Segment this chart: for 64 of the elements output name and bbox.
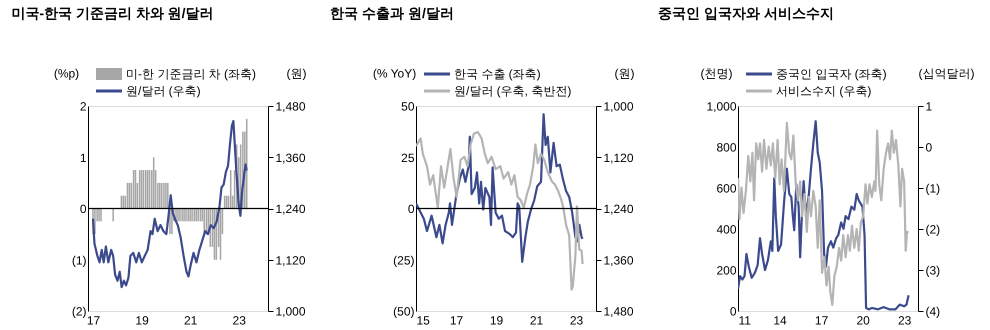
x-tick-label: 21 bbox=[184, 314, 198, 328]
x-tick-label: 17 bbox=[814, 314, 829, 328]
legend-label: 서비스수지 (우축) bbox=[776, 84, 872, 98]
x-tick-label: 14 bbox=[773, 314, 788, 328]
y-tick-label: 0 bbox=[408, 202, 415, 216]
y-tick-label: 25 bbox=[401, 150, 415, 165]
chart-title: 미국-한국 기준금리 차와 원/달러 bbox=[11, 5, 214, 21]
x-tick-label: 15 bbox=[416, 314, 430, 328]
y-tick-label: 0 bbox=[80, 202, 87, 216]
y2-tick-label: (2) bbox=[926, 222, 940, 236]
x-tick-label: 17 bbox=[450, 314, 464, 328]
x-tick-label: 21 bbox=[530, 314, 544, 328]
x-tick-label: 23 bbox=[232, 314, 246, 328]
y2-tick-label: (4) bbox=[926, 304, 940, 318]
y2-tick-label: 1,000 bbox=[276, 304, 306, 318]
y-tick-label: 2 bbox=[80, 100, 87, 114]
y2-tick-label: 1,240 bbox=[276, 202, 306, 216]
line-series bbox=[416, 113, 584, 263]
y-axis-title: (% YoY) bbox=[372, 66, 416, 80]
chart-title: 중국인 입국자와 서비스수지 bbox=[658, 5, 834, 21]
y2-tick-label: (1) bbox=[926, 182, 940, 196]
y2-axis-title: (원) bbox=[614, 66, 634, 80]
legend-label: 미-한 기준금리 차 (좌축) bbox=[126, 67, 256, 81]
x-tick-label: 11 bbox=[738, 314, 752, 328]
y-tick-label: (1) bbox=[72, 253, 86, 268]
y2-tick-label: 1,480 bbox=[604, 304, 634, 318]
x-tick-label: 19 bbox=[135, 314, 150, 328]
line-series bbox=[92, 120, 248, 288]
x-tick-label: 23 bbox=[570, 314, 584, 328]
y2-tick-label: 1,360 bbox=[604, 253, 634, 268]
y2-tick-label: 0 bbox=[926, 140, 932, 154]
y-tick-label: (2) bbox=[72, 304, 86, 318]
y2-axis-title: (십억달러) bbox=[918, 66, 974, 80]
y-tick-label: 1,000 bbox=[706, 100, 737, 114]
y-tick-label: 200 bbox=[716, 264, 737, 278]
y2-axis-title: (원) bbox=[286, 66, 306, 80]
y-tick-label: 400 bbox=[716, 222, 737, 236]
legend-label: 한국 수출 (좌축) bbox=[454, 67, 541, 81]
y-axis-title: (%p) bbox=[54, 66, 80, 80]
y-tick-label: 0 bbox=[730, 304, 737, 318]
chart-title: 한국 수출과 원/달러 bbox=[330, 5, 454, 21]
y-tick-label: (50) bbox=[393, 304, 414, 318]
y2-tick-label: 1,360 bbox=[276, 150, 306, 165]
y-axis-title: (천명) bbox=[700, 66, 732, 80]
y2-tick-label: 1 bbox=[926, 100, 932, 114]
x-tick-label: 20 bbox=[856, 314, 870, 328]
line-series bbox=[416, 130, 584, 291]
legend-label: 중국인 입국자 (좌축) bbox=[776, 67, 887, 81]
legend-label: 원/달러 (우축) bbox=[126, 84, 201, 98]
y-tick-label: 1 bbox=[80, 150, 87, 165]
x-tick-label: 19 bbox=[490, 314, 504, 328]
y2-tick-label: (3) bbox=[926, 264, 940, 278]
y-tick-label: 800 bbox=[716, 140, 737, 154]
x-tick-label: 23 bbox=[898, 314, 912, 328]
legend-label: 원/달러 (우축, 축반전) bbox=[454, 84, 572, 98]
x-tick-label: 17 bbox=[86, 314, 100, 328]
y2-tick-label: 1,120 bbox=[604, 150, 634, 165]
y-tick-label: 600 bbox=[716, 182, 737, 196]
y-tick-label: (25) bbox=[393, 253, 414, 268]
y2-tick-label: 1,000 bbox=[604, 100, 634, 114]
y-tick-label: 50 bbox=[401, 100, 415, 114]
y2-tick-label: 1,120 bbox=[276, 253, 306, 268]
y2-tick-label: 1,480 bbox=[276, 100, 306, 114]
y2-tick-label: 1,240 bbox=[604, 202, 634, 216]
